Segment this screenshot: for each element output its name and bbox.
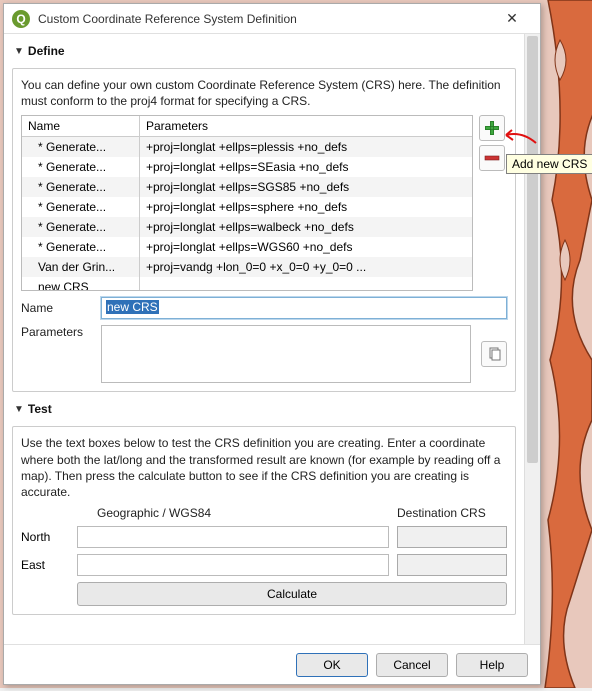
north-label: North xyxy=(21,530,69,544)
table-header: Name Parameters xyxy=(22,116,472,137)
table-row[interactable]: Van der Grin...+proj=vandg +lon_0=0 +x_0… xyxy=(22,257,472,277)
copy-params-button[interactable] xyxy=(481,341,507,367)
window-title: Custom Coordinate Reference System Defin… xyxy=(38,12,492,26)
cell-name: * Generate... xyxy=(22,217,140,237)
name-input[interactable]: new CRS xyxy=(101,297,507,319)
ok-button[interactable]: OK xyxy=(296,653,368,677)
copy-icon xyxy=(487,347,501,361)
crs-dialog: Q Custom Coordinate Reference System Def… xyxy=(3,3,541,685)
minus-icon xyxy=(484,150,500,166)
table-row[interactable]: * Generate...+proj=longlat +ellps=SEasia… xyxy=(22,157,472,177)
scrollbar-thumb[interactable] xyxy=(527,36,538,463)
close-button[interactable]: ✕ xyxy=(492,6,532,32)
define-header[interactable]: ▼ Define xyxy=(12,40,516,62)
east-label: East xyxy=(21,558,69,572)
button-bar: OK Cancel Help xyxy=(4,644,540,684)
annotation-arrow xyxy=(500,125,540,155)
table-row[interactable]: * Generate...+proj=longlat +ellps=plessi… xyxy=(22,137,472,157)
table-row[interactable]: * Generate...+proj=longlat +ellps=WGS60 … xyxy=(22,237,472,257)
dest-header: Destination CRS xyxy=(397,506,507,520)
dialog-content: ▼ Define You can define your own custom … xyxy=(4,34,540,644)
cell-params: +proj=longlat +ellps=SGS85 +no_defs xyxy=(140,177,472,197)
table-row[interactable]: new CRS xyxy=(22,277,472,290)
app-icon: Q xyxy=(12,10,30,28)
cell-params xyxy=(140,277,472,290)
table-row[interactable]: * Generate...+proj=longlat +ellps=SGS85 … xyxy=(22,177,472,197)
cell-name: * Generate... xyxy=(22,137,140,157)
cancel-button[interactable]: Cancel xyxy=(376,653,448,677)
cell-params: +proj=longlat +ellps=SEasia +no_defs xyxy=(140,157,472,177)
north-input[interactable] xyxy=(77,526,389,548)
col-params-header[interactable]: Parameters xyxy=(140,116,472,136)
test-info: Use the text boxes below to test the CRS… xyxy=(21,435,507,500)
cell-name: * Generate... xyxy=(22,157,140,177)
cell-params: +proj=longlat +ellps=walbeck +no_defs xyxy=(140,217,472,237)
table-row[interactable]: * Generate...+proj=longlat +ellps=sphere… xyxy=(22,197,472,217)
east-input[interactable] xyxy=(77,554,389,576)
cell-params: +proj=vandg +lon_0=0 +x_0=0 +y_0=0 ... xyxy=(140,257,472,277)
cell-name: * Generate... xyxy=(22,177,140,197)
north-dest-output xyxy=(397,526,507,548)
params-label: Parameters xyxy=(21,325,91,339)
calculate-button[interactable]: Calculate xyxy=(77,582,507,606)
geo-header: Geographic / WGS84 xyxy=(77,506,389,520)
cell-params: +proj=longlat +ellps=plessis +no_defs xyxy=(140,137,472,157)
col-name-header[interactable]: Name xyxy=(22,116,140,136)
cell-name: * Generate... xyxy=(22,197,140,217)
test-title: Test xyxy=(28,402,52,416)
cell-name: new CRS xyxy=(22,277,140,290)
collapse-icon: ▼ xyxy=(14,404,24,415)
tooltip-add-crs: Add new CRS xyxy=(506,154,592,174)
define-info: You can define your own custom Coordinat… xyxy=(21,77,507,109)
table-row[interactable]: * Generate...+proj=longlat +ellps=walbec… xyxy=(22,217,472,237)
titlebar: Q Custom Coordinate Reference System Def… xyxy=(4,4,540,34)
cell-name: * Generate... xyxy=(22,237,140,257)
help-button[interactable]: Help xyxy=(456,653,528,677)
east-dest-output xyxy=(397,554,507,576)
test-header[interactable]: ▼ Test xyxy=(12,398,516,420)
collapse-icon: ▼ xyxy=(14,46,24,57)
test-group: Use the text boxes below to test the CRS… xyxy=(12,426,516,615)
cell-name: Van der Grin... xyxy=(22,257,140,277)
params-textarea[interactable] xyxy=(101,325,471,383)
cell-params: +proj=longlat +ellps=WGS60 +no_defs xyxy=(140,237,472,257)
cell-params: +proj=longlat +ellps=sphere +no_defs xyxy=(140,197,472,217)
define-title: Define xyxy=(28,44,65,58)
crs-table[interactable]: Name Parameters * Generate...+proj=longl… xyxy=(21,115,473,291)
plus-icon xyxy=(484,120,500,136)
define-group: You can define your own custom Coordinat… xyxy=(12,68,516,392)
name-label: Name xyxy=(21,301,91,315)
